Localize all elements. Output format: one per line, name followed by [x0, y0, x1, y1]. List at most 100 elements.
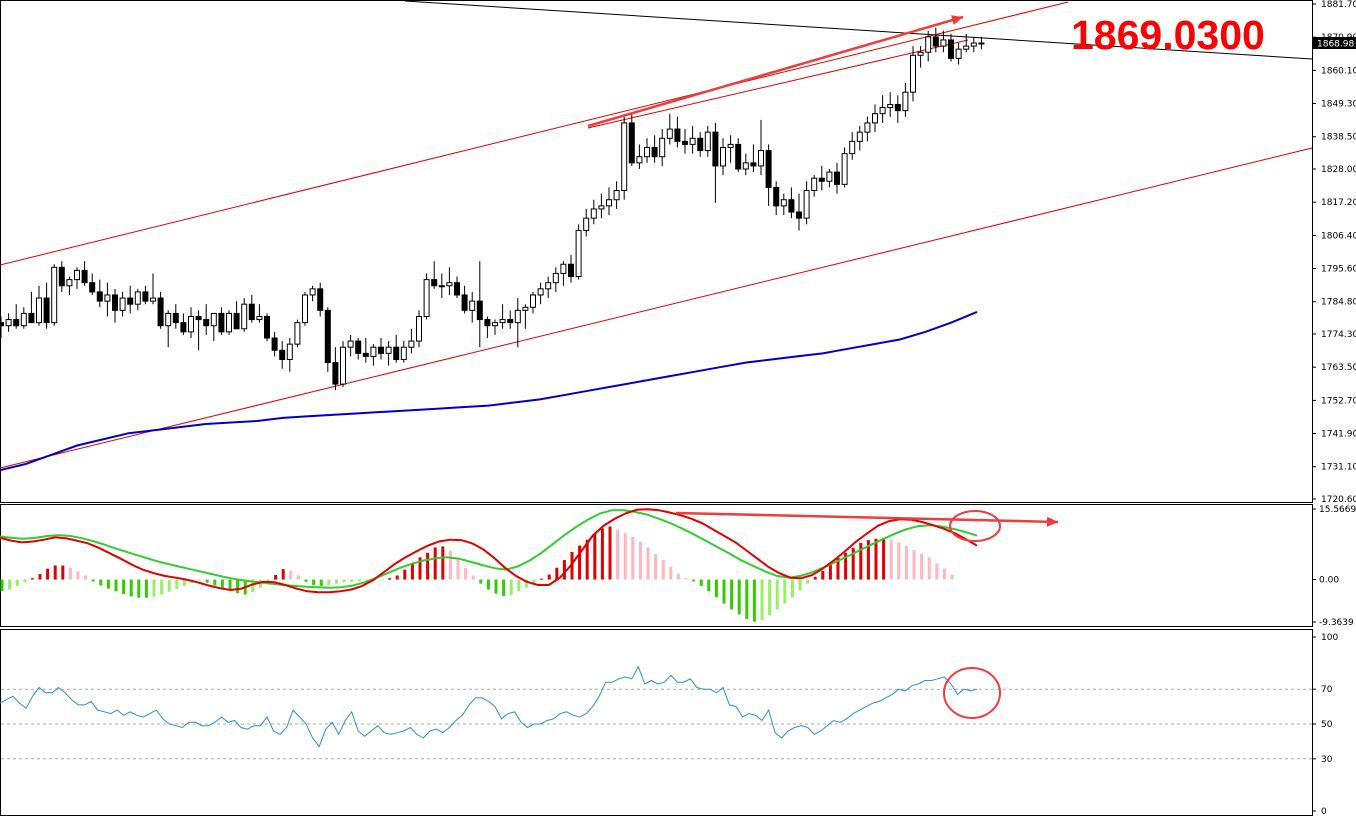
candle	[758, 119, 764, 176]
rsi-tick-label: 30	[1321, 755, 1333, 765]
candle-body	[606, 199, 612, 207]
candle	[134, 288, 141, 311]
macd-histogram-bar	[464, 567, 468, 580]
candle	[385, 341, 392, 366]
macd-histogram-bar	[821, 570, 825, 580]
candle	[400, 341, 407, 363]
candle	[271, 331, 278, 357]
macd-histogram-bar	[927, 557, 931, 580]
candle	[644, 138, 650, 163]
macd-histogram-bar	[220, 579, 224, 588]
macd-histogram-bar	[745, 579, 749, 619]
candle-body	[317, 288, 324, 311]
candle-body	[393, 346, 400, 361]
candle-body	[514, 309, 521, 324]
candle	[362, 337, 369, 363]
macd-histogram-bar	[593, 533, 597, 580]
macd-axis: 15.5669 0.00 -9.3639	[1312, 505, 1356, 628]
candle-body	[742, 162, 749, 170]
price-tick-label: 1731.10	[1321, 463, 1356, 473]
candle-body	[720, 146, 726, 167]
candle-body	[51, 266, 58, 324]
macd-histogram-bar	[213, 579, 217, 586]
macd-histogram-bar	[236, 579, 240, 594]
candle	[180, 313, 187, 335]
macd-histogram-bar	[8, 579, 12, 590]
macd-histogram-bar	[61, 565, 65, 580]
candle-body	[530, 294, 536, 308]
candle	[697, 132, 704, 157]
candle	[636, 144, 643, 169]
candle	[940, 30, 947, 53]
candle	[780, 193, 787, 216]
candle	[378, 337, 384, 360]
macd-tick-label: 0.00	[1319, 576, 1339, 586]
macd-histogram-bar	[692, 579, 696, 582]
candle	[294, 319, 301, 348]
candle-body	[788, 199, 795, 213]
candle-body	[248, 303, 255, 321]
candle	[788, 187, 795, 219]
rsi-tick-label: 70	[1321, 685, 1333, 695]
candle	[172, 304, 179, 329]
macd-histogram-bar	[122, 579, 126, 595]
candle-body	[970, 42, 977, 47]
macd-histogram-bar	[441, 546, 445, 580]
macd-histogram-bar	[266, 579, 270, 583]
macd-histogram-bar	[38, 574, 42, 580]
macd-histogram-bar	[144, 579, 148, 598]
macd-histogram-bar	[684, 578, 688, 580]
candle-body	[568, 263, 574, 278]
macd-histogram-bar	[882, 537, 886, 580]
candle	[522, 304, 529, 329]
macd-histogram-bar	[312, 579, 316, 585]
macd-histogram-bar	[418, 557, 422, 580]
candle	[51, 264, 58, 326]
candle-body	[902, 91, 909, 112]
candle	[309, 285, 316, 302]
candle	[849, 132, 856, 160]
candle	[704, 125, 711, 157]
candle-body	[887, 103, 894, 109]
candle-body	[590, 208, 597, 219]
macd-histogram-bar	[638, 541, 642, 580]
candle-body	[347, 340, 354, 348]
macd-histogram-bar	[84, 575, 88, 580]
candle-body	[780, 199, 787, 207]
candle	[484, 316, 491, 338]
candlesticks	[0, 27, 985, 391]
candle-body	[849, 140, 856, 155]
macd-histogram-bar	[578, 545, 582, 580]
candle	[165, 310, 172, 348]
candle	[408, 328, 415, 354]
candle-body	[81, 269, 88, 284]
macd-histogram-bar	[106, 579, 110, 589]
candle-body	[910, 54, 916, 93]
candle-body	[659, 137, 666, 158]
candle-body	[492, 322, 498, 327]
macd-histogram-bar	[844, 552, 848, 580]
candle	[689, 125, 696, 154]
candle	[682, 129, 688, 154]
candle	[28, 291, 35, 324]
price-panel-frame	[0, 0, 1313, 503]
candle-body	[545, 282, 552, 290]
macd-histogram-bar	[509, 579, 513, 595]
candle	[545, 276, 552, 299]
candle	[431, 261, 438, 289]
candle-body	[552, 272, 559, 284]
price-trend-arrow	[587, 15, 964, 128]
candle	[963, 33, 970, 53]
candle	[948, 33, 954, 62]
candle-body	[400, 346, 407, 361]
candle-body	[666, 128, 673, 139]
candle-body	[955, 48, 962, 59]
candle-body	[119, 297, 126, 311]
candle-body	[818, 177, 825, 182]
candle	[932, 27, 939, 53]
macd-histogram-bar	[547, 574, 551, 580]
candle-body	[879, 107, 886, 115]
candle	[796, 193, 802, 231]
candle-body	[644, 146, 650, 158]
